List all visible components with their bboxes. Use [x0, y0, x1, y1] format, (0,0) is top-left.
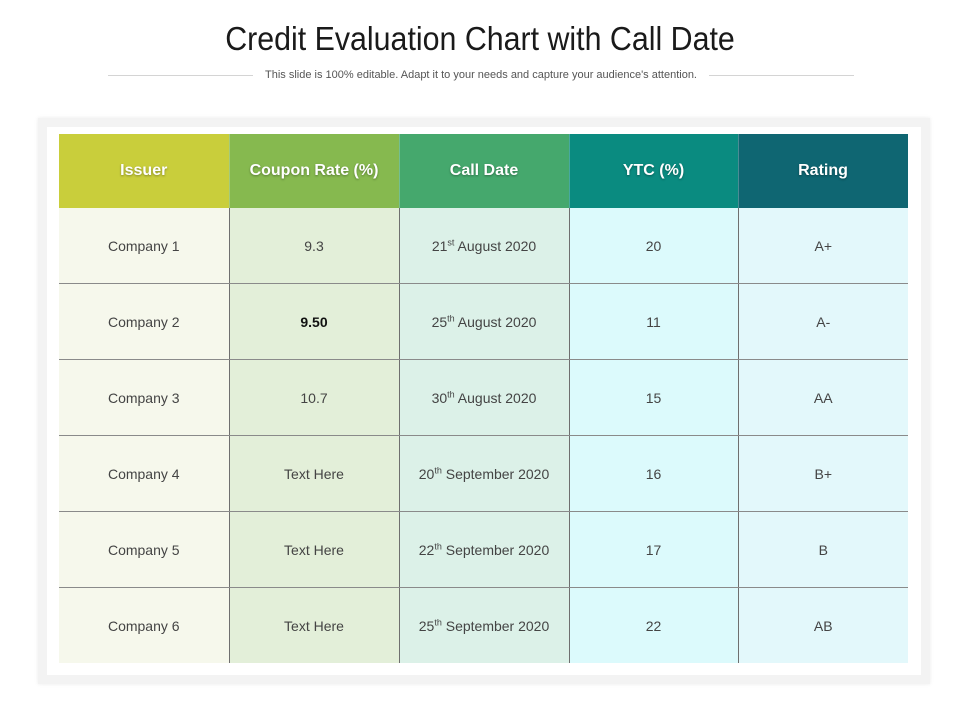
- cell-issuer: Company 3: [59, 359, 230, 436]
- table-row: Company 5 Text Here 22th September 2020 …: [59, 511, 908, 588]
- call-date-rest: August 2020: [454, 389, 537, 406]
- cell-rating: AB: [738, 587, 908, 663]
- cell-call-date: 30th August 2020: [399, 359, 570, 436]
- call-date-suffix: th: [447, 388, 455, 399]
- header-rating: Rating: [738, 134, 909, 208]
- call-date-day: 22: [418, 541, 435, 558]
- subtitle: This slide is 100% editable. Adapt it to…: [265, 69, 697, 81]
- cell-coupon-rate: 9.3: [229, 208, 400, 284]
- cell-ytc: 17: [569, 511, 739, 588]
- call-date-day: 25: [431, 313, 448, 330]
- call-date-rest: September 2020: [441, 617, 550, 634]
- header-issuer: Issuer: [59, 134, 230, 208]
- call-date-suffix: th: [434, 616, 442, 627]
- call-date-suffix: th: [447, 312, 455, 323]
- table-row: Company 1 9.3 21st August 2020 20 A+: [59, 208, 908, 284]
- header-coupon-rate: Coupon Rate (%): [229, 134, 400, 208]
- header-row: Issuer Coupon Rate (%) Call Date YTC (%)…: [59, 134, 909, 208]
- cell-call-date: 20th September 2020: [399, 435, 570, 512]
- call-date-day: 25: [418, 617, 435, 634]
- cell-coupon-rate: Text Here: [229, 435, 400, 512]
- subtitle-rule-right: [709, 74, 854, 76]
- cell-call-date: 25th September 2020: [399, 587, 570, 663]
- call-date-rest: September 2020: [441, 465, 550, 482]
- cell-ytc: 16: [569, 435, 739, 512]
- cell-coupon-rate: Text Here: [229, 511, 400, 588]
- cell-rating: A+: [738, 208, 908, 284]
- call-date-day: 20: [418, 465, 435, 482]
- header-call-date: Call Date: [399, 134, 570, 208]
- header-ytc: YTC (%): [569, 134, 739, 208]
- call-date-rest: August 2020: [454, 237, 537, 254]
- cell-call-date: 25th August 2020: [399, 283, 570, 360]
- cell-ytc: 20: [569, 208, 739, 284]
- cell-call-date: 22th September 2020: [399, 511, 570, 588]
- cell-coupon-rate: Text Here: [229, 587, 400, 663]
- call-date-suffix: th: [434, 540, 442, 551]
- cell-rating: B+: [738, 435, 908, 512]
- cell-ytc: 11: [569, 283, 739, 360]
- cell-rating: B: [738, 511, 908, 588]
- cell-coupon-rate: 9.50: [229, 283, 400, 360]
- cell-issuer: Company 4: [59, 435, 230, 512]
- cell-call-date: 21st August 2020: [399, 208, 570, 284]
- page-title: Credit Evaluation Chart with Call Date: [225, 20, 735, 57]
- cell-rating: AA: [738, 359, 908, 436]
- call-date-suffix: th: [434, 464, 442, 475]
- credit-evaluation-table: Issuer Coupon Rate (%) Call Date YTC (%)…: [59, 134, 909, 663]
- call-date-suffix: st: [447, 236, 455, 247]
- cell-issuer: Company 1: [59, 208, 230, 284]
- cell-ytc: 22: [569, 587, 739, 663]
- cell-coupon-rate: 10.7: [229, 359, 400, 436]
- cell-rating: A-: [738, 283, 908, 360]
- table-row: Company 3 10.7 30th August 2020 15 AA: [59, 359, 908, 436]
- table-row: Company 4 Text Here 20th September 2020 …: [59, 435, 908, 512]
- call-date-rest: September 2020: [441, 541, 550, 558]
- subtitle-row: This slide is 100% editable. Adapt it to…: [108, 66, 854, 84]
- cell-issuer: Company 2: [59, 283, 230, 360]
- cell-ytc: 15: [569, 359, 739, 436]
- table-row: Company 6 Text Here 25th September 2020 …: [59, 587, 908, 663]
- cell-issuer: Company 6: [59, 587, 230, 663]
- table-row: Company 2 9.50 25th August 2020 11 A-: [59, 283, 908, 360]
- cell-issuer: Company 5: [59, 511, 230, 588]
- call-date-day: 30: [431, 389, 448, 406]
- subtitle-rule-left: [108, 74, 253, 76]
- call-date-day: 21: [431, 237, 448, 254]
- call-date-rest: August 2020: [454, 313, 537, 330]
